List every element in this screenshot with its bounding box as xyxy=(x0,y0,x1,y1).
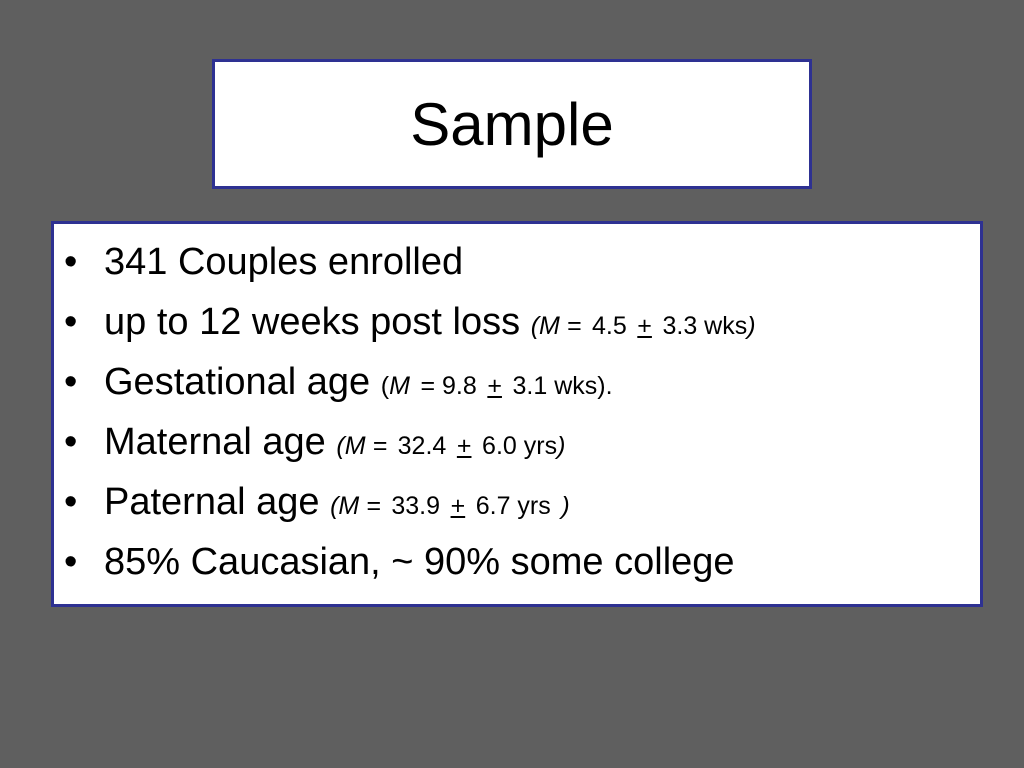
stat-text: 32.4 xyxy=(397,432,447,460)
stat-text: (M = xyxy=(330,492,381,520)
bullet-text: Maternal age xyxy=(104,421,326,463)
stat-text: + xyxy=(487,372,502,400)
bullet-text: Gestational age xyxy=(104,361,371,403)
stat-text: ) xyxy=(561,492,570,520)
stat-text: 6.0 yrs xyxy=(482,432,558,460)
bullet-text: Paternal age xyxy=(104,481,320,523)
bullet-item: Maternal age (M = 32.4 + 6.0 yrs) xyxy=(56,412,980,472)
stat-text: + xyxy=(637,312,652,340)
stat-text: (M = xyxy=(336,432,388,460)
stat-text: M xyxy=(389,372,410,400)
title-box: Sample xyxy=(212,59,812,189)
bullet-text: 341 Couples enrolled xyxy=(104,241,464,283)
bullet-item: Gestational age (M = 9.8 + 3.1 wks). xyxy=(56,352,980,412)
stat-text: ( xyxy=(380,372,390,400)
stat-text: = 9.8 xyxy=(420,372,477,400)
stat-text: 33.9 xyxy=(391,492,440,520)
content-box: 341 Couples enrolled up to 12 weeks post… xyxy=(51,221,983,607)
stat-text: + xyxy=(450,492,466,520)
bullet-item: 85% Caucasian, ~ 90% some college xyxy=(56,532,980,592)
stat-text: 3.3 wks xyxy=(662,312,748,340)
stat-text: 6.7 yrs xyxy=(475,492,551,520)
stat-text: ) xyxy=(747,312,756,340)
slide-title: Sample xyxy=(410,90,614,158)
stat-text: ) xyxy=(557,432,566,460)
bullet-item: Paternal age (M = 33.9 + 6.7 yrs ) xyxy=(56,472,980,532)
bullet-list: 341 Couples enrolled up to 12 weeks post… xyxy=(54,224,980,592)
stat-text: 4.5 xyxy=(591,312,627,340)
stat-text: + xyxy=(456,432,472,460)
bullet-text: 85% Caucasian, ~ 90% some college xyxy=(104,541,735,583)
bullet-text: up to 12 weeks post loss xyxy=(104,301,521,343)
stat-text: (M = xyxy=(530,312,582,340)
bullet-item: 341 Couples enrolled xyxy=(56,232,980,292)
stat-text: 3.1 wks). xyxy=(512,372,613,400)
bullet-item: up to 12 weeks post loss (M = 4.5 + 3.3 … xyxy=(56,292,980,352)
